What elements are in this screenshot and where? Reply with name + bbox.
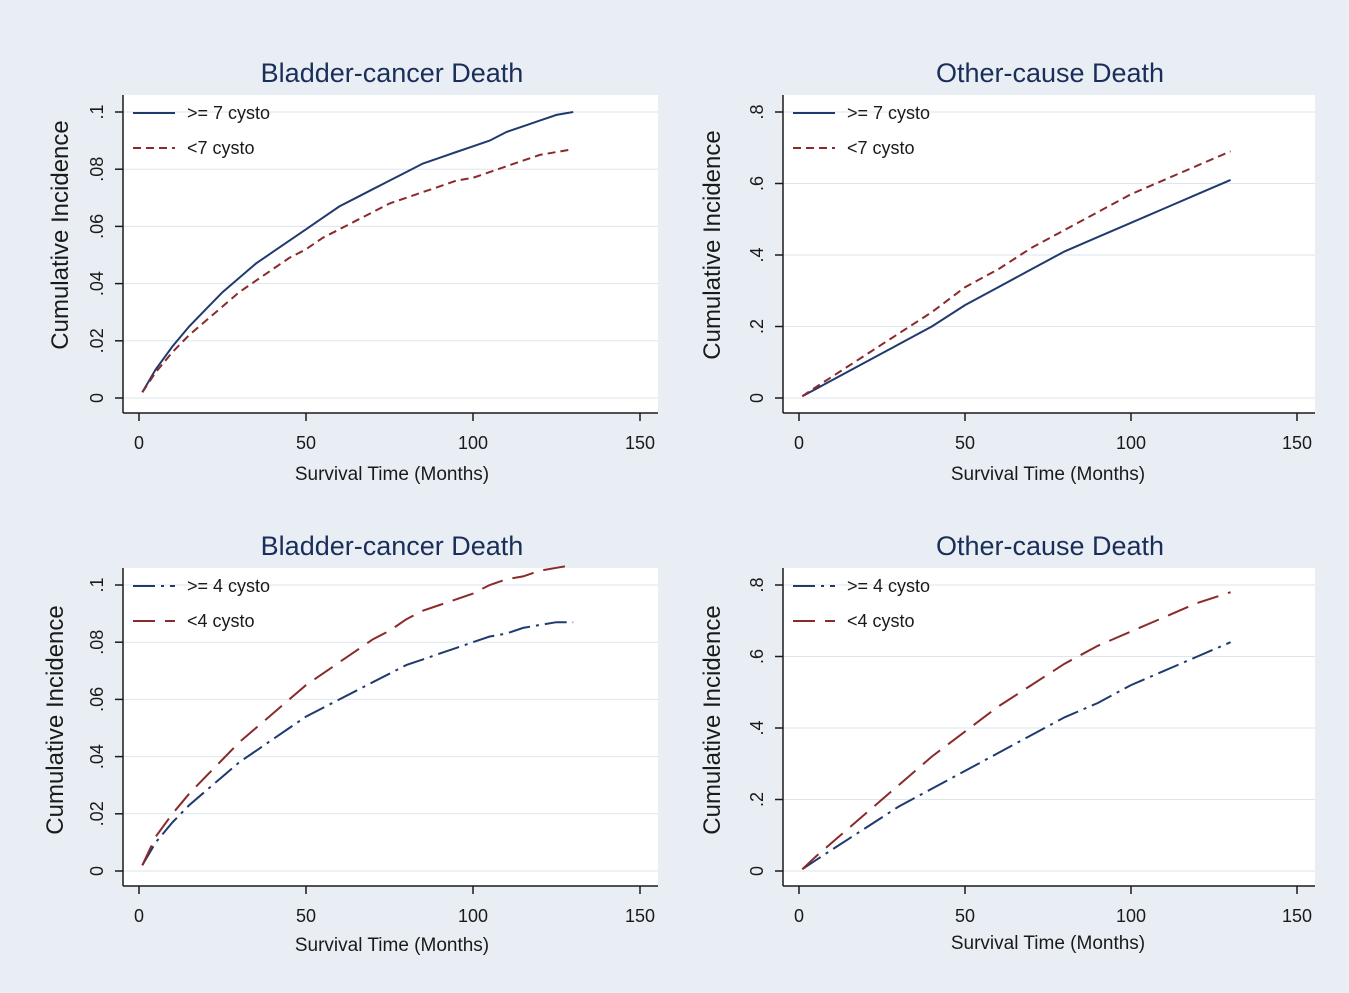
legend-label-2: <7 cysto (847, 138, 915, 158)
x-tick-label: 50 (296, 906, 316, 926)
y-tick-label: 0 (747, 866, 767, 876)
y-tick-label: .6 (747, 649, 767, 664)
y-axis-label: Cumulative Incidence (47, 120, 74, 349)
chart-panel-2: 0 .2 .4 .6 .8 0 50 100 150 Other-cause Death Cumul… (699, 58, 1315, 485)
y-tick-label: .02 (87, 801, 107, 826)
x-tick-label: 50 (296, 433, 316, 453)
x-tick-label: 100 (1116, 906, 1146, 926)
series-line-1 (141, 621, 574, 866)
series-line-2 (801, 150, 1231, 398)
chart-title: Bladder-cancer Death (261, 531, 524, 561)
plot-area (783, 568, 1315, 886)
x-axis-label: Survival Time (Months) (951, 933, 1145, 954)
x-tick-label: 50 (955, 906, 975, 926)
x-tick-label: 50 (955, 433, 975, 453)
x-tick-label: 0 (794, 433, 804, 453)
chart-title: Other-cause Death (936, 531, 1164, 561)
x-axis-label: Survival Time (Months) (295, 464, 489, 485)
legend-label-2: <4 cysto (187, 611, 255, 631)
y-tick-label: .08 (87, 157, 107, 182)
y-tick-label: .04 (87, 271, 107, 296)
y-tick-label: .06 (87, 687, 107, 712)
y-tick-label: .1 (87, 104, 107, 119)
y-tick-label: .02 (87, 328, 107, 353)
x-axis-label: Survival Time (Months) (951, 464, 1145, 485)
legend-label-2: <4 cysto (847, 611, 915, 631)
y-tick-label: .8 (747, 577, 767, 592)
chart-title: Other-cause Death (936, 58, 1164, 88)
x-tick-label: 0 (134, 906, 144, 926)
x-tick-label: 150 (625, 433, 655, 453)
chart-title: Bladder-cancer Death (261, 58, 524, 88)
plot-area (123, 568, 658, 886)
y-tick-label: 0 (87, 393, 107, 403)
y-tick-label: .04 (87, 744, 107, 769)
x-tick-label: 100 (458, 433, 488, 453)
chart-panel-4: 0 .2 .4 .6 .8 0 50 100 150 Other-cause Death Cumul… (699, 531, 1315, 954)
series-line-2 (141, 564, 574, 866)
y-tick-label: .8 (747, 104, 767, 119)
legend-label-1: >= 7 cysto (187, 103, 270, 123)
series-line-1 (801, 178, 1231, 398)
y-tick-label: .2 (747, 319, 767, 334)
x-tick-label: 100 (458, 906, 488, 926)
legend-label-1: >= 4 cysto (847, 576, 930, 596)
y-axis-label: Cumulative Incidence (699, 130, 726, 359)
y-tick-label: .06 (87, 214, 107, 239)
plot-area (123, 95, 658, 413)
x-tick-label: 150 (625, 906, 655, 926)
x-tick-label: 150 (1282, 906, 1312, 926)
y-tick-label: .6 (747, 176, 767, 191)
chart-panel-1: 0 .02 .04 .06 .08 .1 0 50 100 150 Bladder-cancer D… (47, 58, 658, 485)
y-tick-label: .2 (747, 792, 767, 807)
series-line-1 (141, 111, 574, 393)
y-tick-label: .1 (87, 577, 107, 592)
x-tick-label: 150 (1282, 433, 1312, 453)
series-line-2 (141, 148, 574, 393)
legend-label-2: <7 cysto (187, 138, 255, 158)
x-axis-label: Survival Time (Months) (295, 935, 489, 956)
legend-label-1: >= 4 cysto (187, 576, 270, 596)
y-tick-label: .08 (87, 630, 107, 655)
y-tick-label: 0 (747, 393, 767, 403)
chart-panel-3: 0 .02 .04 .06 .08 .1 0 50 100 150 Bladder-cancer D… (42, 531, 658, 956)
y-tick-label: .4 (747, 247, 767, 262)
series-line-2 (801, 591, 1231, 870)
x-tick-label: 100 (1116, 433, 1146, 453)
legend-label-1: >= 7 cysto (847, 103, 930, 123)
x-tick-label: 0 (134, 433, 144, 453)
y-tick-label: 0 (87, 866, 107, 876)
y-axis-label: Cumulative Incidence (699, 605, 726, 834)
series-line-1 (801, 641, 1231, 871)
y-axis-label: Cumulative Incidence (42, 605, 69, 834)
x-tick-label: 0 (794, 906, 804, 926)
y-tick-label: .4 (747, 720, 767, 735)
